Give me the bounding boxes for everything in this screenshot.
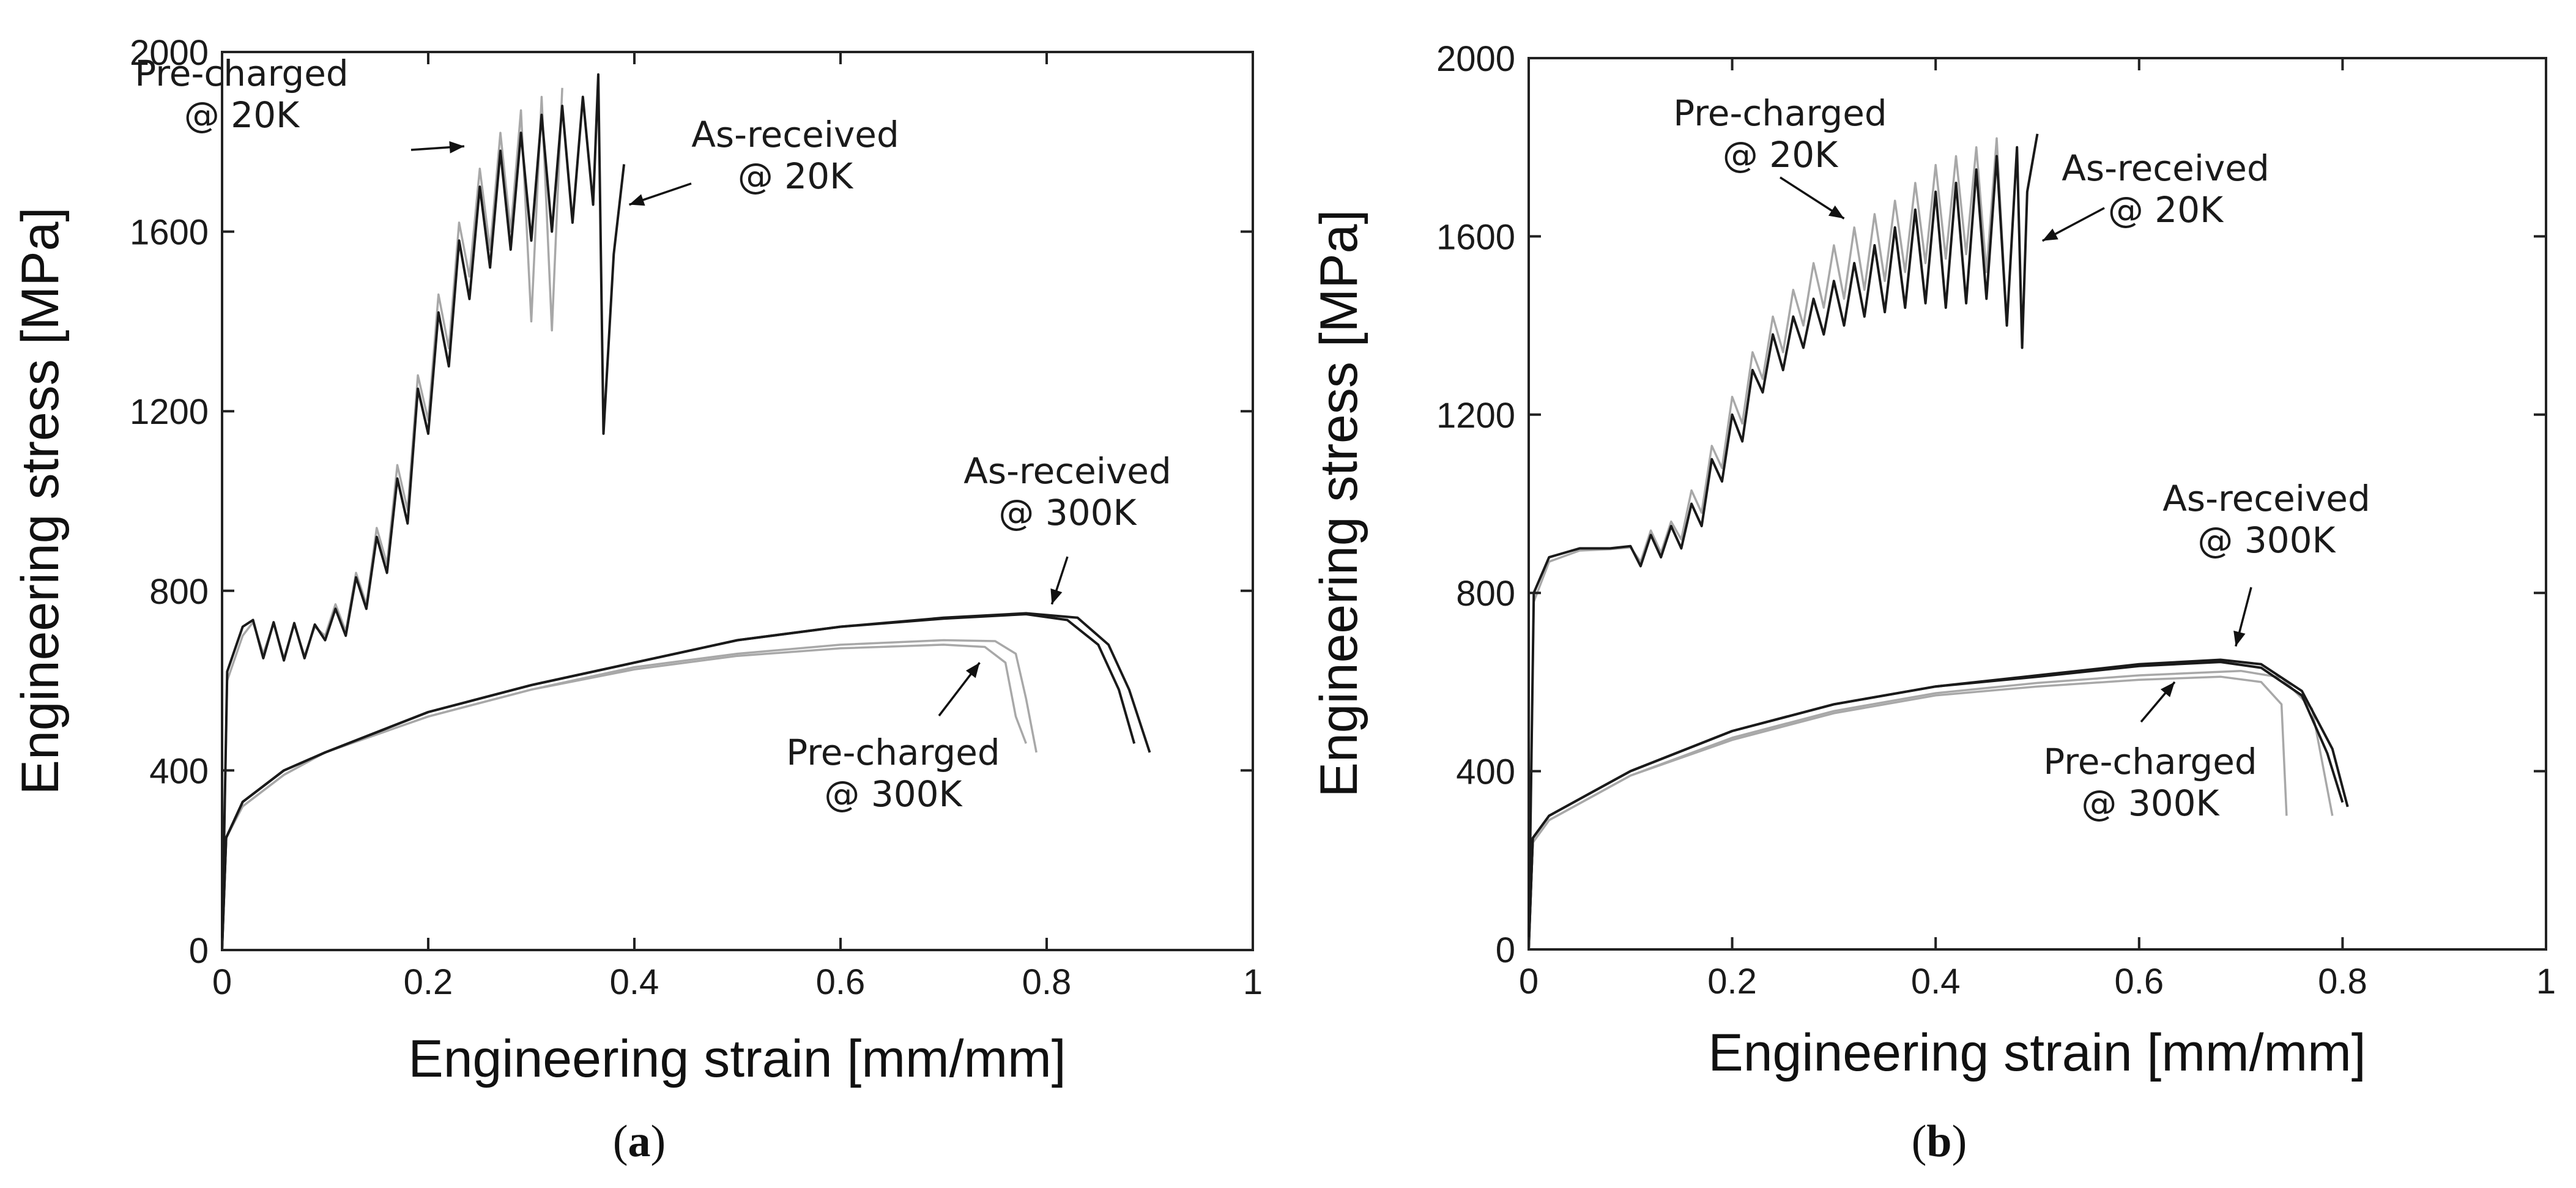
annotation-label: Pre-charged @ 20K <box>1673 92 1887 176</box>
x-tick-label: 0.4 <box>610 962 659 1002</box>
panel-letter-a: a <box>628 1116 651 1167</box>
series-line <box>1527 661 2344 950</box>
y-tick-label: 2000 <box>130 33 209 73</box>
x-tick-label: 0 <box>1519 962 1539 1001</box>
annotation-label: As-received @ 20K <box>2062 147 2270 231</box>
y-tick-label: 1200 <box>130 392 209 432</box>
annotation-line: @ 20K <box>184 94 300 136</box>
x-tick-label: 0.4 <box>1911 962 1961 1001</box>
x-tick-label: 0.6 <box>2114 962 2164 1001</box>
plot-frame <box>221 51 1254 951</box>
x-tick-label: 0.2 <box>404 962 453 1002</box>
series-line <box>221 613 1136 951</box>
annotation-line: As-received <box>691 114 899 155</box>
annotation-label: Pre-charged @ 300K <box>2043 741 2257 824</box>
annotation-arrowhead <box>2042 228 2058 241</box>
annotation-arrowhead <box>629 194 645 206</box>
y-tick-label: 800 <box>1456 574 1515 614</box>
annotation-line: Pre-charged <box>786 732 1000 773</box>
series-line <box>1527 137 2018 950</box>
annotation-line: @ 20K <box>2108 189 2224 231</box>
y-tick-label: 400 <box>149 751 209 791</box>
annotation-arrowhead <box>2160 681 2175 697</box>
y-axis-label: Engineering stress [MPa] <box>1310 210 1368 798</box>
annotation-label: As-received @ 20K <box>691 114 899 197</box>
y-tick-label: 800 <box>149 572 209 612</box>
annotation-line: @ 20K <box>1723 134 1839 176</box>
x-axis-label: Engineering strain [mm/mm] <box>1708 1023 2366 1082</box>
x-tick-label: 0.8 <box>2318 962 2367 1001</box>
x-tick-label: 1 <box>2536 962 2556 1001</box>
panel-b: 0 0.2 0.4 0.6 0.8 1 0 400 800 1200 1600 2000 Pre-ch… <box>1310 39 2556 1167</box>
y-tick-label: 0 <box>1496 930 1515 970</box>
series-line <box>221 73 626 951</box>
x-tick-label: 0 <box>212 962 232 1002</box>
y-tick-label: 2000 <box>1436 39 1515 79</box>
y-tick-label: 1200 <box>1436 396 1515 436</box>
annotation-label: As-received @ 300K <box>2162 478 2370 561</box>
annotation-label: Pre-charged @ 20K <box>135 53 348 136</box>
series-line <box>221 612 1151 951</box>
annotation-line: Pre-charged <box>135 53 348 94</box>
annotation-arrowhead <box>965 663 980 678</box>
annotation-line: @ 300K <box>824 773 963 815</box>
annotation-label: As-received @ 300K <box>963 450 1171 533</box>
x-tick-label: 0.8 <box>1022 962 1072 1002</box>
x-tick-label: 0.6 <box>816 962 866 1002</box>
series-group <box>1527 133 2349 950</box>
panel-label-b: (b) <box>1912 1116 1967 1167</box>
annotations-group: Pre-charged @ 20K As-received @ 20KAs-recei… <box>1673 92 2370 824</box>
panel-letter-b: b <box>1926 1116 1951 1167</box>
annotation-line: As-received <box>963 450 1171 492</box>
y-tick-label: 400 <box>1456 752 1515 792</box>
x-tick-label: 0.2 <box>1707 962 1757 1001</box>
annotation-arrowhead <box>1828 205 1844 219</box>
panel-label-a: (a) <box>613 1116 666 1167</box>
y-tick-label: 1600 <box>1436 217 1515 257</box>
annotation-line: @ 300K <box>2197 519 2336 561</box>
x-tick-label: 1 <box>1243 962 1263 1002</box>
series-line <box>1527 133 2039 950</box>
annotation-arrowhead <box>449 141 464 154</box>
plot-frame <box>1527 57 2547 951</box>
series-group <box>221 73 1151 951</box>
x-axis-label: Engineering strain [mm/mm] <box>408 1030 1066 1088</box>
series-line <box>1527 658 2349 950</box>
y-axis-label: Engineering stress [MPa] <box>11 207 70 795</box>
annotation-line: As-received <box>2162 478 2370 519</box>
annotation-line: @ 20K <box>738 155 854 197</box>
series-line <box>221 644 1027 951</box>
annotation-line: As-received <box>2062 147 2270 189</box>
y-tick-label: 0 <box>189 931 209 971</box>
annotations-group: Pre-charged @ 20K As-received @ 20KAs-recei… <box>135 53 1171 815</box>
annotation-line: Pre-charged <box>1673 92 1887 134</box>
annotation-line: Pre-charged <box>2043 741 2257 782</box>
y-tick-label: 1600 <box>130 213 209 253</box>
ticks-group: 0 0.2 0.4 0.6 0.8 1 0 400 800 1200 1600 2000 <box>130 33 1263 1002</box>
ticks-group: 0 0.2 0.4 0.6 0.8 1 0 400 800 1200 1600 2000 <box>1436 39 2556 1001</box>
annotation-label: Pre-charged @ 300K <box>786 732 1000 815</box>
annotation-arrowhead <box>1050 588 1063 604</box>
annotation-line: @ 300K <box>998 492 1137 533</box>
annotation-arrowhead <box>2233 630 2246 647</box>
panel-a: 0 0.2 0.4 0.6 0.8 1 0 400 800 1200 1600 2000 Pre-ch… <box>11 33 1263 1167</box>
annotation-line: @ 300K <box>2081 782 2220 824</box>
